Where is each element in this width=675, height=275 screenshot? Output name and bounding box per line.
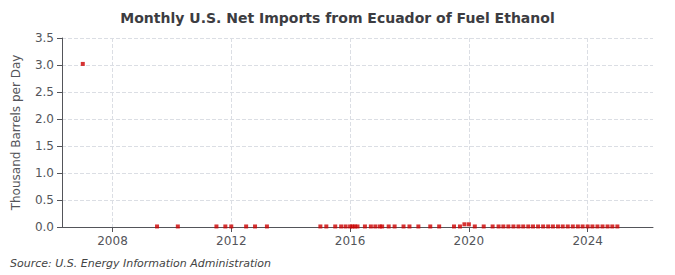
svg-text:2.5: 2.5 (35, 85, 54, 99)
svg-text:2024: 2024 (572, 234, 603, 248)
svg-text:0.5: 0.5 (35, 193, 54, 207)
svg-text:3.0: 3.0 (35, 58, 54, 72)
svg-text:Monthly U.S. Net Imports from: Monthly U.S. Net Imports from Ecuador of… (120, 10, 554, 26)
svg-text:2016: 2016 (335, 234, 366, 248)
svg-text:2012: 2012 (216, 234, 247, 248)
svg-text:2020: 2020 (454, 234, 485, 248)
svg-text:Source: U.S. Energy Informatio: Source: U.S. Energy Information Administ… (10, 257, 271, 270)
svg-text:1.0: 1.0 (35, 166, 54, 180)
svg-text:Thousand Barrels per Day: Thousand Barrels per Day (9, 55, 23, 212)
svg-text:0.0: 0.0 (35, 220, 54, 234)
svg-text:2.0: 2.0 (35, 112, 54, 126)
svg-text:2008: 2008 (97, 234, 128, 248)
svg-text:1.5: 1.5 (35, 139, 54, 153)
svg-text:3.5: 3.5 (35, 31, 54, 45)
